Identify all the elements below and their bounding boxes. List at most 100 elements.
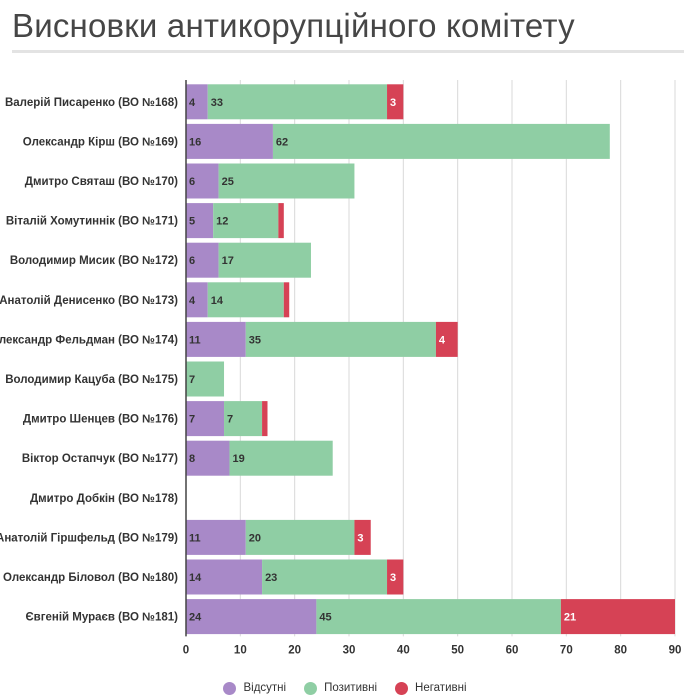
bar-segment xyxy=(186,559,263,595)
bar-segment xyxy=(218,242,311,278)
title-divider xyxy=(12,50,684,53)
bar-segment xyxy=(207,84,388,120)
data-label: 3 xyxy=(357,532,363,544)
bar-segment xyxy=(186,242,219,278)
category-label: Анатолій Денисенко (ВО №173) xyxy=(0,295,178,307)
data-label: 12 xyxy=(216,216,228,228)
bar-segment xyxy=(186,282,208,318)
x-tick-label: 50 xyxy=(451,644,464,656)
category-label: Віктор Остапчук (ВО №177) xyxy=(22,453,178,465)
data-label: 7 xyxy=(227,414,233,426)
data-label: 8 xyxy=(189,453,195,465)
category-label: Володимир Кацуба (ВО №175) xyxy=(5,374,178,386)
legend-item: Негативні xyxy=(395,681,467,695)
data-label: 21 xyxy=(564,612,576,624)
legend: Відсутні Позитивні Негативні xyxy=(0,676,690,700)
data-label: 6 xyxy=(189,176,195,188)
legend-label: Позитивні xyxy=(324,682,378,694)
bar-segment xyxy=(213,203,279,239)
bar-segment xyxy=(245,519,355,555)
bar-segment xyxy=(262,401,268,437)
bar-segment xyxy=(186,519,246,555)
data-label: 14 xyxy=(189,572,202,584)
bar-segment xyxy=(224,401,263,437)
category-labels: Валерій Писаренко (ВО №168) Олександр Кір… xyxy=(0,97,178,624)
bar-segment xyxy=(387,559,404,595)
bar-segment xyxy=(229,440,333,476)
bar-segment xyxy=(354,519,371,555)
data-label: 19 xyxy=(232,453,244,465)
category-label: Дмитро Добкін (ВО №178) xyxy=(30,493,178,505)
bar-segment xyxy=(186,440,230,476)
data-label: 35 xyxy=(249,334,261,346)
bar-segment xyxy=(316,599,561,635)
data-label: 6 xyxy=(189,255,195,267)
data-label: 20 xyxy=(249,532,261,544)
data-label: 33 xyxy=(211,97,223,109)
data-label: 4 xyxy=(189,295,196,307)
data-label: 3 xyxy=(390,572,396,584)
data-label: 62 xyxy=(276,136,288,148)
x-tick-label: 90 xyxy=(669,644,682,656)
category-label: Олександр Біловол (ВО №180) xyxy=(3,572,178,584)
bar-segment xyxy=(387,84,404,120)
bar-segment xyxy=(278,203,284,239)
x-tick-label: 30 xyxy=(343,644,356,656)
category-label: Дмитро Святаш (ВО №170) xyxy=(25,176,178,188)
bar-segment xyxy=(186,163,219,199)
bar-segment xyxy=(272,123,610,159)
x-tick-label: 0 xyxy=(183,644,189,656)
legend-swatch xyxy=(304,681,318,695)
chart-title: Висновки антикорупційного комітету xyxy=(12,7,575,44)
data-label: 24 xyxy=(189,612,202,624)
x-tick-label: 60 xyxy=(506,644,519,656)
data-label: 14 xyxy=(211,295,224,307)
x-tick-label: 80 xyxy=(614,644,627,656)
legend-swatch xyxy=(223,681,237,695)
x-tick-label: 70 xyxy=(560,644,573,656)
data-label: 4 xyxy=(189,97,196,109)
category-label: Віталій Хомутиннік (ВО №171) xyxy=(6,216,178,228)
x-tick-label: 40 xyxy=(397,644,410,656)
category-label: Валерій Писаренко (ВО №168) xyxy=(5,97,178,109)
data-label: 25 xyxy=(222,176,234,188)
category-label: Євгеній Мураєв (ВО №181) xyxy=(25,612,178,624)
category-label: Олександр Фельдман (ВО №174) xyxy=(0,334,178,346)
bar-segment xyxy=(218,163,355,199)
bar-segment xyxy=(283,282,290,318)
category-label: Анатолій Гіршфельд (ВО №179) xyxy=(0,532,178,544)
legend-label: Відсутні xyxy=(243,682,287,694)
data-label: 16 xyxy=(189,136,201,148)
bar-segment xyxy=(186,361,225,397)
bar-segment xyxy=(245,321,436,357)
x-tick-label: 20 xyxy=(288,644,301,656)
bar-segment xyxy=(186,321,246,357)
data-label: 7 xyxy=(189,374,195,386)
bar-segment xyxy=(186,203,214,239)
data-label: 4 xyxy=(439,334,446,346)
bar-segment xyxy=(186,123,273,159)
legend-label: Негативні xyxy=(415,682,467,694)
legend-swatch xyxy=(395,681,409,695)
bar-segment xyxy=(262,559,388,595)
legend-item: Позитивні xyxy=(304,681,378,695)
data-label: 45 xyxy=(319,612,331,624)
data-label: 11 xyxy=(189,532,201,544)
data-label: 11 xyxy=(189,334,201,346)
bar-segment xyxy=(207,282,284,318)
category-label: Олександр Кірш (ВО №169) xyxy=(23,136,178,148)
x-axis-ticks: 0 10 20 30 40 50 60 70 80 90 xyxy=(183,644,682,656)
bar-segment xyxy=(435,321,458,357)
bar-segment xyxy=(560,599,675,635)
data-label: 3 xyxy=(390,97,396,109)
bar-segment xyxy=(186,599,317,635)
bars xyxy=(186,84,675,635)
x-tick-label: 10 xyxy=(234,644,247,656)
data-label: 5 xyxy=(189,216,195,228)
bar-segment xyxy=(186,401,225,437)
data-label: 23 xyxy=(265,572,277,584)
data-label: 7 xyxy=(189,414,195,426)
category-label: Дмитро Шенцев (ВО №176) xyxy=(23,414,178,426)
